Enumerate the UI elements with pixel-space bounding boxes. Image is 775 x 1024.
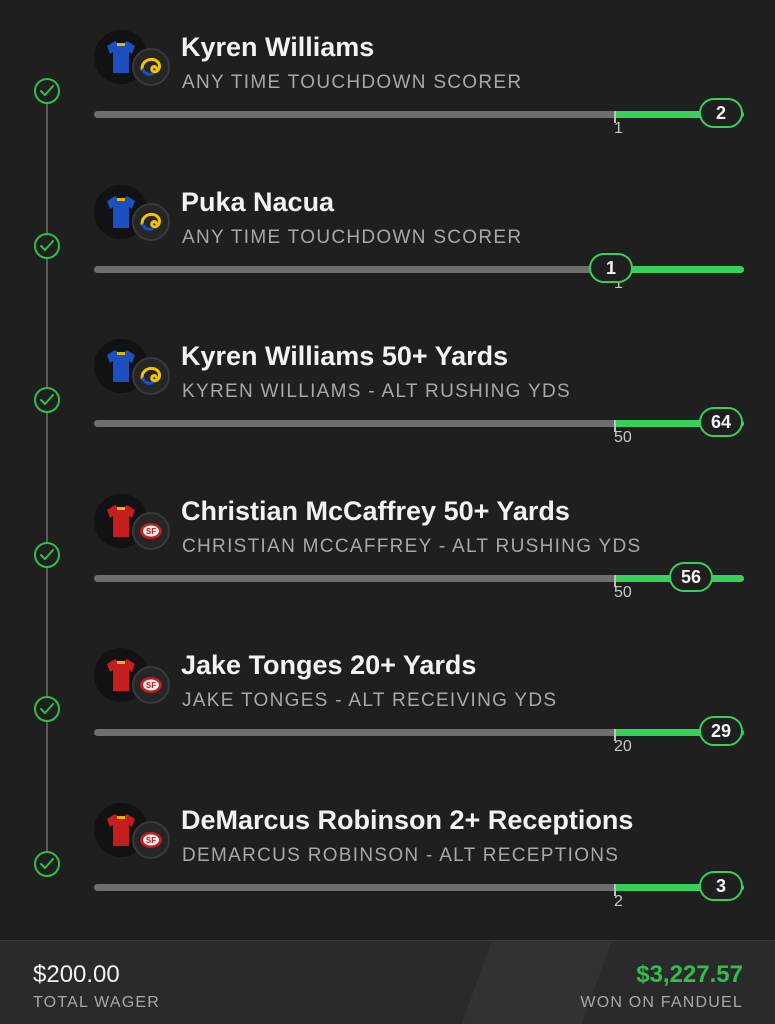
leg-market: ANY TIME TOUCHDOWN SCORER xyxy=(182,72,523,93)
parlay-leg[interactable]: Kyren Williams 50+ Yards KYREN WILLIAMS -… xyxy=(0,309,775,463)
target-value: 1 xyxy=(614,120,623,137)
rams-logo-icon xyxy=(132,357,170,395)
niners-logo-icon: SF xyxy=(132,511,170,550)
total-wager-label: TOTAL WAGER xyxy=(33,994,160,1011)
target-value: 50 xyxy=(614,429,632,446)
niners-logo-icon: SF xyxy=(132,820,170,859)
leg-title: Jake Tonges 20+ Yards xyxy=(181,650,477,680)
parlay-leg[interactable]: Puka Nacua ANY TIME TOUCHDOWN SCORER 1 1 xyxy=(0,155,775,309)
leg-market: DEMARCUS ROBINSON - ALT RECEPTIONS xyxy=(182,844,620,866)
parlay-leg[interactable]: SF Jake Tonges 20+ Yards JAKE TONGES - ALT… xyxy=(0,618,775,772)
target-tick xyxy=(614,420,616,432)
progress-track xyxy=(94,729,744,741)
progress-track xyxy=(94,574,744,587)
check-circle-icon xyxy=(34,541,60,568)
result-value-pill: 3 xyxy=(699,870,743,901)
result-value-pill: 64 xyxy=(699,407,744,437)
player-avatar xyxy=(94,339,148,393)
check-circle-icon xyxy=(34,387,60,413)
result-value-pill: 2 xyxy=(699,98,743,128)
svg-text:SF: SF xyxy=(146,836,156,845)
parlay-leg[interactable]: SF Christian McCaffrey 50+ Yards CHRISTIAN… xyxy=(0,464,775,618)
check-circle-icon xyxy=(34,232,60,259)
svg-text:SF: SF xyxy=(146,527,156,536)
rams-logo-icon xyxy=(132,202,170,241)
target-tick xyxy=(614,883,616,896)
leg-market: JAKE TONGES - ALT RECEIVING YDS xyxy=(182,690,558,711)
check-circle-icon xyxy=(34,78,60,104)
progress-track xyxy=(94,265,744,278)
leg-market: KYREN WILLIAMS - ALT RUSHING YDS xyxy=(182,381,571,402)
target-tick xyxy=(614,729,616,741)
check-circle-icon xyxy=(34,696,60,722)
result-value-pill: 1 xyxy=(589,252,633,283)
leg-title: DeMarcus Robinson 2+ Receptions xyxy=(181,804,634,835)
parlay-leg[interactable]: SF DeMarcus Robinson 2+ Receptions DEMARCU… xyxy=(0,773,775,927)
target-tick xyxy=(614,574,616,587)
target-tick xyxy=(614,111,616,123)
bet-summary-footer: $200.00 TOTAL WAGER $3,227.57 WON ON FAN… xyxy=(0,940,775,1024)
target-value: 50 xyxy=(614,583,632,601)
leg-title: Puka Nacua xyxy=(181,186,335,217)
progress-fill xyxy=(614,111,744,118)
progress-fill xyxy=(614,729,744,736)
target-value: 2 xyxy=(614,892,623,910)
svg-text:SF: SF xyxy=(146,681,156,690)
check-circle-icon xyxy=(34,850,60,877)
target-value: 20 xyxy=(614,738,632,755)
leg-market: ANY TIME TOUCHDOWN SCORER xyxy=(182,226,523,248)
progress-track xyxy=(94,883,744,896)
leg-title: Kyren Williams xyxy=(181,32,375,62)
timeline-connector xyxy=(46,90,48,860)
rams-logo-icon xyxy=(132,48,170,86)
leg-title: Kyren Williams 50+ Yards xyxy=(181,341,509,371)
won-amount: $3,227.57 xyxy=(636,961,743,988)
progress-fill xyxy=(614,883,744,891)
parlay-legs-list: Kyren Williams ANY TIME TOUCHDOWN SCORER 1… xyxy=(0,0,775,927)
result-value-pill: 56 xyxy=(669,561,714,592)
result-value-pill: 29 xyxy=(699,716,744,746)
parlay-leg[interactable]: Kyren Williams ANY TIME TOUCHDOWN SCORER 1… xyxy=(0,0,775,154)
niners-logo-icon: SF xyxy=(132,666,170,704)
progress-fill xyxy=(614,420,744,427)
leg-title: Christian McCaffrey 50+ Yards xyxy=(181,495,570,526)
leg-market: CHRISTIAN MCCAFFREY - ALT RUSHING YDS xyxy=(182,535,642,557)
total-wager-amount: $200.00 xyxy=(33,961,120,988)
progress-track xyxy=(94,420,744,432)
progress-track xyxy=(94,111,744,123)
target-value: 1 xyxy=(614,274,623,292)
progress-fill xyxy=(614,265,744,273)
won-label: WON ON FANDUEL xyxy=(580,994,743,1011)
